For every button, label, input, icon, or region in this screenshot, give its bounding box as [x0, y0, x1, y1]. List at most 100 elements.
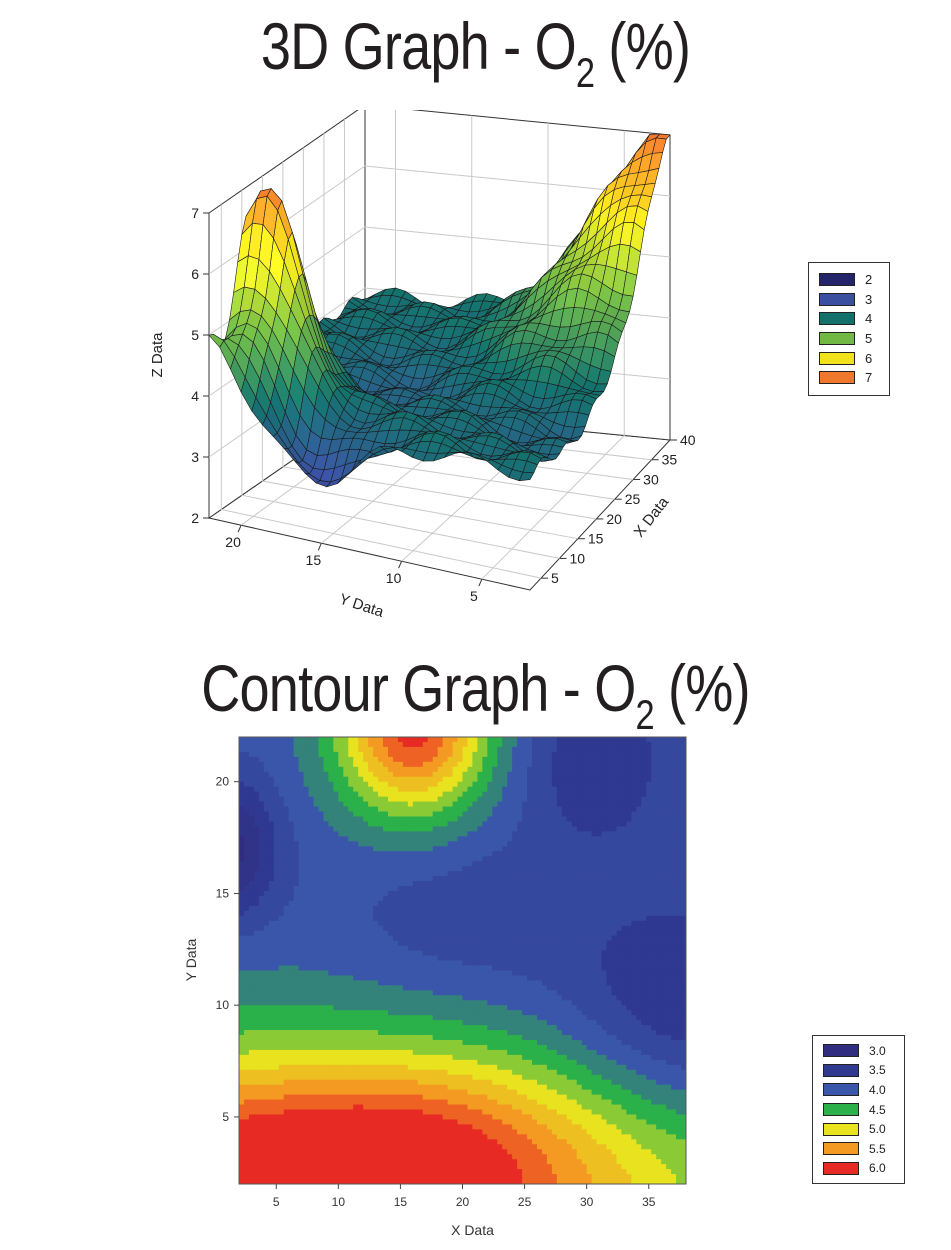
contour-cell [248, 1030, 255, 1036]
contour-cell [427, 900, 434, 907]
contour-cell [338, 796, 344, 803]
contour-cell [348, 1114, 354, 1121]
contour-cell [363, 861, 369, 867]
contour-cell [407, 751, 414, 758]
contour-cell [283, 1084, 290, 1091]
contour-cell [239, 811, 245, 818]
contour-cell [313, 925, 320, 932]
contour-cell [328, 920, 334, 927]
contour-cell [437, 940, 444, 947]
contour-cell [253, 1164, 260, 1170]
contour-cell [427, 1154, 434, 1160]
contour-cell [427, 1119, 434, 1125]
contour-cell [258, 950, 265, 957]
contour-cell [388, 811, 394, 818]
contour-cell [358, 945, 364, 952]
contour-cell [239, 960, 245, 967]
contour-cell [343, 816, 349, 823]
contour-cell [432, 1154, 439, 1160]
contour-cell [422, 821, 429, 827]
contour-cell [283, 970, 290, 976]
contour-cell [273, 866, 280, 872]
contour-cell [417, 786, 424, 793]
contour-cell [437, 881, 444, 887]
contour-cell [333, 1149, 339, 1155]
contour-cell [422, 861, 429, 867]
contour-cell [278, 1144, 285, 1150]
contour-cell [303, 1144, 310, 1150]
contour-cell [323, 915, 329, 922]
contour-cell [427, 1129, 434, 1135]
contour-cell [258, 975, 265, 981]
contour-cell [422, 1174, 429, 1180]
contour-cell [407, 1010, 414, 1016]
contour-cell [248, 895, 255, 902]
contour-cell [253, 1134, 260, 1140]
contour-cell [432, 776, 439, 783]
contour-cell [397, 776, 404, 783]
contour-cell [363, 1164, 369, 1170]
contour-cell [358, 1144, 364, 1150]
contour-cell [368, 1054, 374, 1061]
contour-cell [417, 955, 424, 962]
contour-cell [412, 766, 419, 773]
contour-cell [243, 1134, 250, 1140]
contour-cell [383, 841, 389, 847]
contour-cell [442, 950, 449, 957]
contour-cell [328, 1094, 334, 1101]
contour-cell [278, 796, 285, 803]
contour-cell [378, 1154, 384, 1160]
contour-cell [402, 1089, 409, 1096]
contour-cell [308, 990, 315, 996]
contour-cell [392, 866, 399, 872]
contour-cell [417, 876, 424, 882]
contour-cell [318, 1164, 325, 1170]
contour-cell [353, 761, 359, 768]
contour-cell [417, 1164, 424, 1170]
contour-cell [402, 905, 409, 912]
contour-cell [293, 1154, 300, 1160]
contour-cell [263, 1084, 270, 1091]
contour-cell [298, 886, 305, 892]
contour-cell [388, 910, 394, 917]
contour-cell [263, 766, 270, 773]
contour-cell [253, 1030, 260, 1036]
contour-cell [363, 1084, 369, 1091]
contour-cell [273, 1139, 280, 1145]
contour-cell [263, 975, 270, 981]
contour-cell [343, 1114, 349, 1121]
y-tick-label: 20 [225, 534, 241, 550]
contour-cell [263, 1124, 270, 1130]
contour-cell [248, 985, 255, 991]
contour-cell [308, 781, 315, 788]
contour-cell [392, 1089, 399, 1096]
contour-cell [303, 970, 310, 976]
contour-cell [333, 980, 339, 986]
contour-cell [333, 1179, 339, 1184]
contour-cell [412, 995, 419, 1001]
contour-cell [273, 950, 280, 957]
contour-cell [278, 1139, 285, 1145]
contour-cell [442, 741, 449, 748]
contour-cell [373, 771, 379, 778]
contour-cell [318, 826, 325, 832]
contour-cell [243, 965, 250, 972]
contour-cell [417, 751, 424, 758]
contour-cell [268, 796, 275, 803]
contour-cell [407, 1044, 414, 1051]
contour-cell [283, 766, 290, 773]
contour-cell [422, 836, 429, 842]
contour-cell [422, 1064, 429, 1071]
contour-cell [283, 1129, 290, 1135]
contour-cell [308, 1039, 315, 1046]
contour-cell [368, 836, 374, 842]
contour-cell [412, 935, 419, 942]
contour-cell [383, 1039, 389, 1046]
contour-cell [392, 1179, 399, 1184]
contour-cell [303, 930, 310, 937]
contour-cell [402, 1094, 409, 1101]
contour-cell [368, 1114, 374, 1121]
contour-cell [258, 1099, 265, 1106]
contour-cell [323, 1025, 329, 1031]
contour-cell [253, 955, 260, 962]
